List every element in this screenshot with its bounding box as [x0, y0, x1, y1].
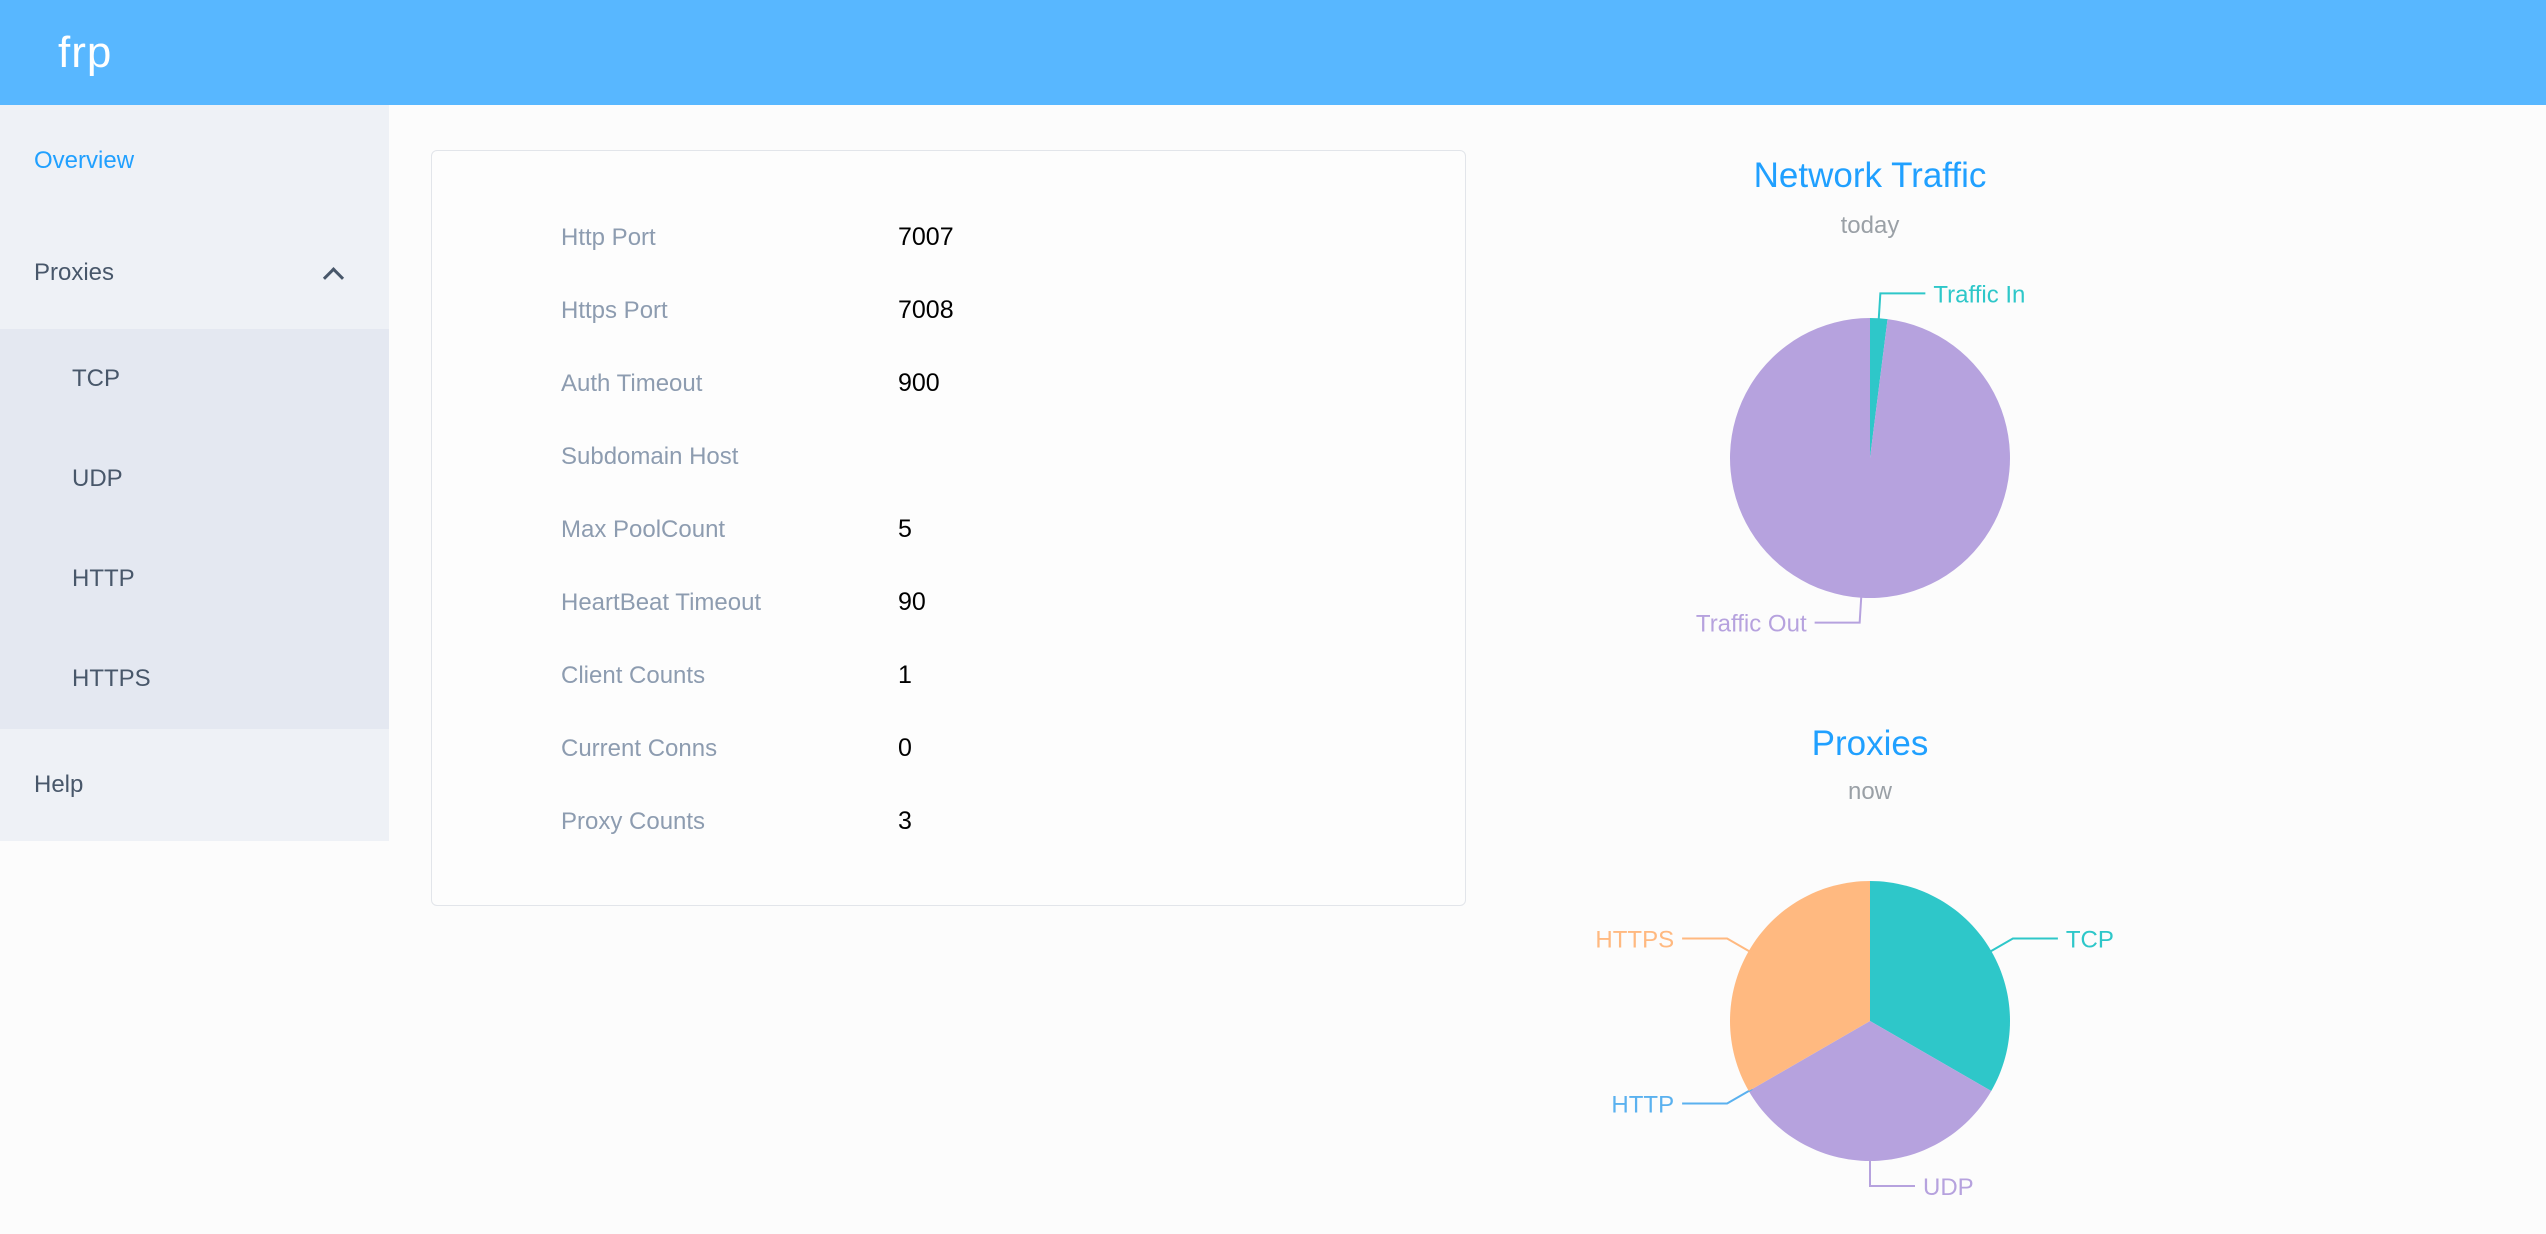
config-value: 0 — [898, 734, 912, 762]
config-row: Https Port 7008 — [561, 274, 1465, 347]
pie-label: Traffic Out — [1696, 611, 1807, 638]
proxies-pie-chart[interactable]: TCP UDP HTTP HTTPS — [1490, 781, 2250, 1234]
sidebar-item-label: TCP — [72, 365, 120, 392]
pie-slice-traffic-out[interactable] — [1730, 318, 2010, 598]
config-label: Current Conns — [561, 734, 718, 762]
config-label: Client Counts — [561, 661, 706, 689]
chevron-up-icon — [322, 266, 345, 288]
sidebar: Overview Proxies TCP UDP HTTP HTTPS Help — [0, 105, 389, 841]
charts-panel: Network Traffic today Traffic In Traffic … — [1420, 0, 2320, 1234]
config-value: 1 — [898, 661, 912, 689]
pie-label: Traffic In — [1933, 281, 2025, 308]
pie-label: UDP — [1923, 1174, 1974, 1201]
sidebar-item-help[interactable]: Help — [0, 729, 389, 841]
config-label: Auth Timeout — [561, 369, 703, 397]
config-value: 5 — [898, 515, 912, 543]
config-label: Http Port — [561, 223, 656, 251]
config-value: 900 — [898, 369, 940, 397]
config-row: Auth Timeout 900 — [561, 347, 1465, 420]
sidebar-item-label: Overview — [34, 147, 135, 174]
frp-logo: frp — [58, 27, 113, 77]
sidebar-item-label: UDP — [72, 465, 123, 492]
pie-label-line — [1987, 937, 2058, 954]
pie-slice-traffic-in[interactable] — [1870, 318, 1888, 458]
config-label: Max PoolCount — [561, 515, 726, 543]
sidebar-item-udp[interactable]: UDP — [0, 429, 389, 529]
config-label: Proxy Counts — [561, 807, 706, 835]
network-traffic-subtitle: today — [1840, 212, 1900, 239]
network-traffic-pie-chart[interactable]: Traffic In Traffic Out — [1490, 218, 2250, 698]
pie-label: HTTPS — [1595, 927, 1674, 954]
proxies-submenu: TCP UDP HTTP HTTPS — [0, 329, 389, 729]
pie-label-line — [1814, 593, 1863, 624]
sidebar-item-label: HTTPS — [72, 665, 151, 692]
pie-label: TCP — [2066, 927, 2114, 954]
proxies-title: Proxies — [1811, 724, 1929, 763]
config-row: Max PoolCount 5 — [561, 493, 1465, 566]
pie-label-line — [1682, 1088, 1753, 1105]
sidebar-item-proxies[interactable]: Proxies — [0, 217, 389, 329]
pie-label: HTTP — [1611, 1092, 1674, 1119]
config-row: Http Port 7007 — [561, 201, 1465, 274]
proxies-subtitle: now — [1847, 778, 1893, 805]
sidebar-item-label: Proxies — [34, 259, 115, 286]
pie-label-line — [1869, 1157, 1915, 1187]
config-value: 3 — [898, 807, 912, 835]
pie-label-line — [1682, 937, 1753, 954]
config-label: HeartBeat Timeout — [561, 588, 762, 616]
config-value: 7007 — [898, 223, 954, 251]
app-header: frp — [0, 0, 2546, 105]
sidebar-item-overview[interactable]: Overview — [0, 105, 389, 217]
config-value: 90 — [898, 588, 926, 616]
config-row: Proxy Counts 3 — [561, 785, 1465, 858]
pie-slice-tcp[interactable] — [1870, 881, 2010, 1091]
sidebar-item-tcp[interactable]: TCP — [0, 329, 389, 429]
config-row: HeartBeat Timeout 90 — [561, 566, 1465, 639]
config-label: Subdomain Host — [561, 442, 739, 470]
network-traffic-title: Network Traffic — [1753, 156, 1987, 195]
pie-slice-https[interactable] — [1730, 881, 1870, 1091]
config-row: Current Conns 0 — [561, 712, 1465, 785]
sidebar-item-https[interactable]: HTTPS — [0, 629, 389, 729]
config-row: Subdomain Host — [561, 420, 1465, 493]
pie-label-line — [1877, 292, 1926, 323]
sidebar-item-http[interactable]: HTTP — [0, 529, 389, 629]
config-row: Client Counts 1 — [561, 639, 1465, 712]
sidebar-item-label: Help — [34, 771, 84, 798]
config-value: 7008 — [898, 296, 954, 324]
overview-card: Http Port 7007 Https Port 7008 Auth Time… — [431, 150, 1466, 906]
sidebar-item-label: HTTP — [72, 565, 135, 592]
config-label: Https Port — [561, 296, 668, 324]
